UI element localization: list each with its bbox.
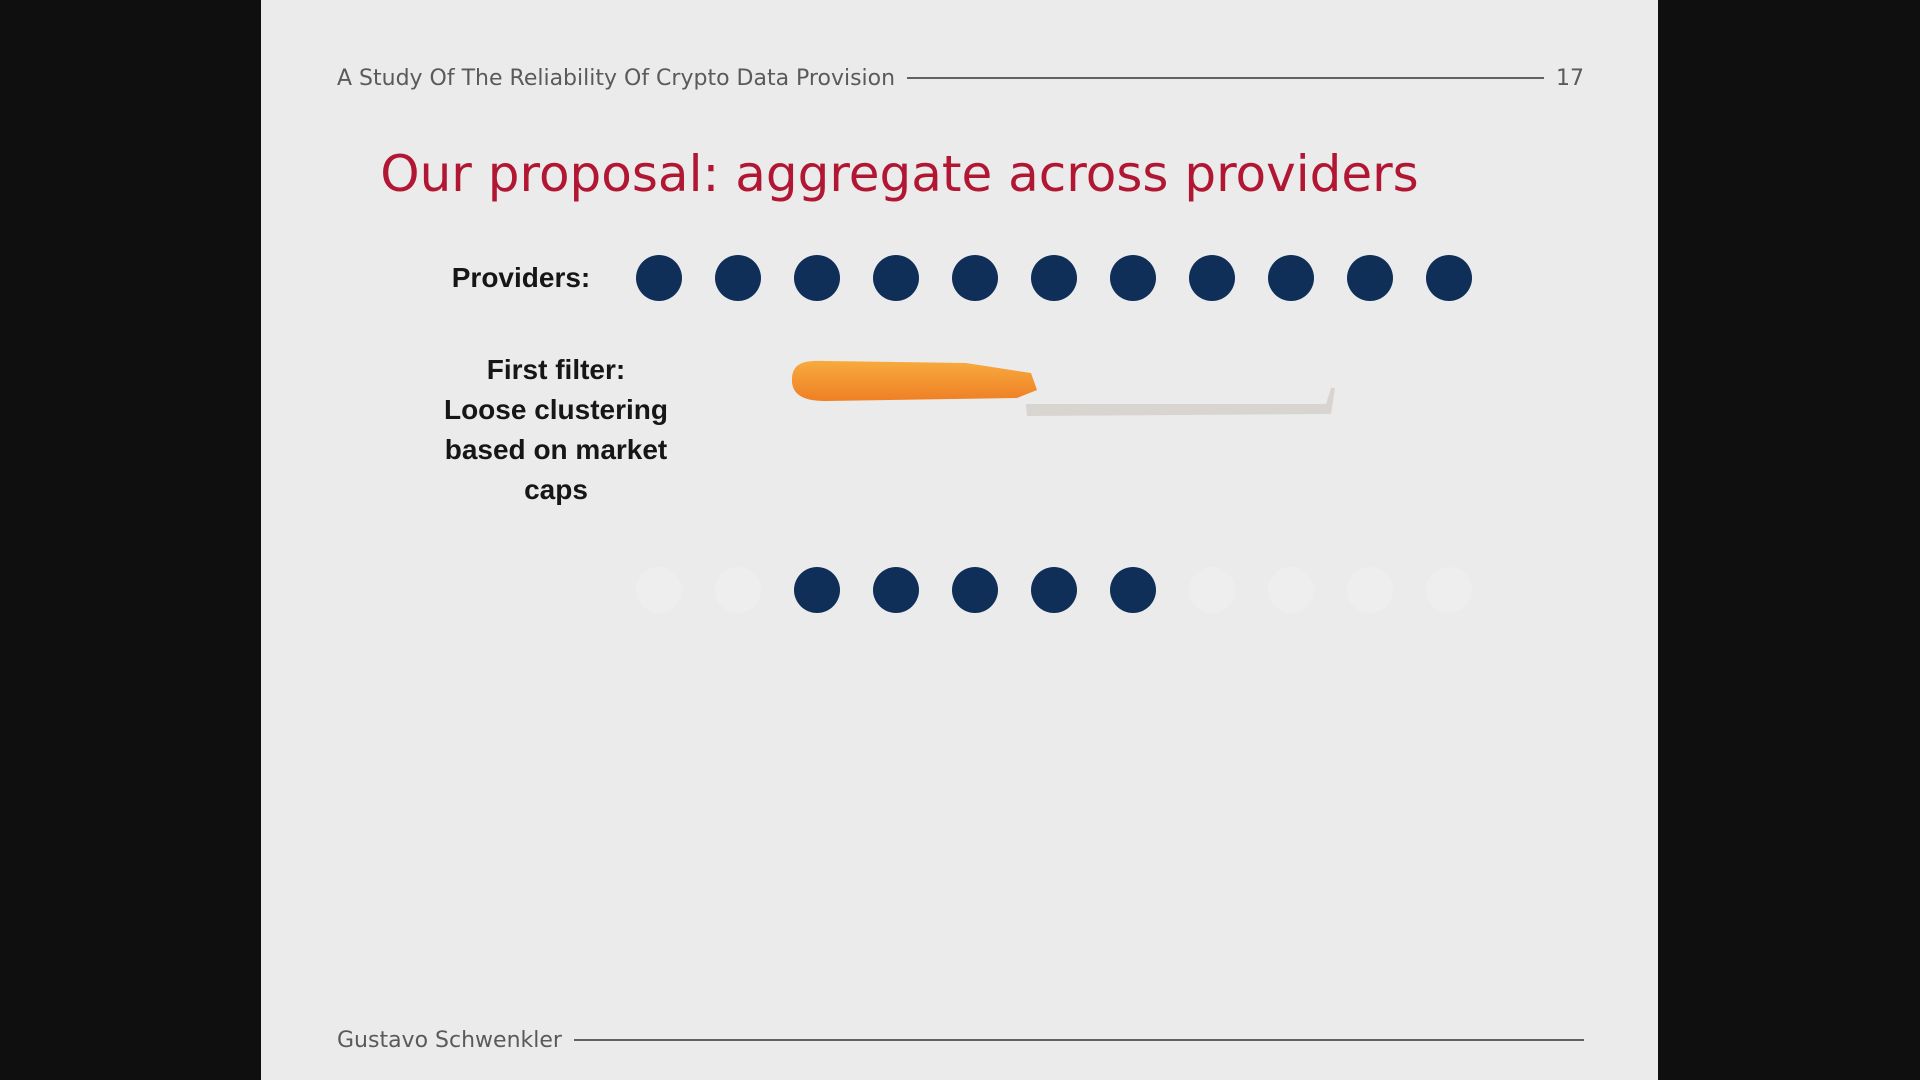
page-number: 17 [1556,65,1584,91]
filtered-dot [873,567,919,613]
filtered-dot [1031,567,1077,613]
provider-dot [952,255,998,301]
filtered-providers-dots [636,560,1536,620]
provider-dot [794,255,840,301]
filtered-dot [952,567,998,613]
filter-label-line: First filter: [486,354,626,385]
slide-footer: Gustavo Schwenkler [337,1022,1584,1058]
filter-label-line: Loose clustering [443,394,669,425]
slide-header: A Study Of The Reliability Of Crypto Dat… [337,60,1584,96]
provider-dot [1268,255,1314,301]
filter-gray-segment [1026,388,1335,416]
header-divider [907,77,1544,79]
first-filter-label: First filter: Loose clustering based on … [416,350,696,510]
provider-dot [715,255,761,301]
filtered-dot [636,567,682,613]
footer-divider [573,1039,1584,1041]
provider-dot [873,255,919,301]
provider-dot [1031,255,1077,301]
filter-orange-segment [791,360,1037,401]
filtered-dot [1347,567,1393,613]
provider-dot [636,255,682,301]
provider-dot [1189,255,1235,301]
provider-dot [1110,255,1156,301]
filtered-dot [1189,567,1235,613]
provider-dot [1426,255,1472,301]
provider-dot [1347,255,1393,301]
slide-title: Our proposal: aggregate across providers [380,145,1419,203]
filtered-dot [715,567,761,613]
filtered-dot [1268,567,1314,613]
providers-dots [636,248,1536,308]
presentation-title: A Study Of The Reliability Of Crypto Dat… [337,65,896,91]
filter-graphic [761,350,1381,440]
filtered-dot [794,567,840,613]
presentation-slide: A Study Of The Reliability Of Crypto Dat… [261,0,1658,1080]
filter-label-line: based on market [444,434,668,465]
providers-label: Providers: [451,262,591,293]
filter-icon [791,360,1335,416]
filtered-dot [1110,567,1156,613]
filtered-dot [1426,567,1472,613]
presenter-name: Gustavo Schwenkler [337,1027,562,1053]
filter-label-line: caps [524,474,588,505]
